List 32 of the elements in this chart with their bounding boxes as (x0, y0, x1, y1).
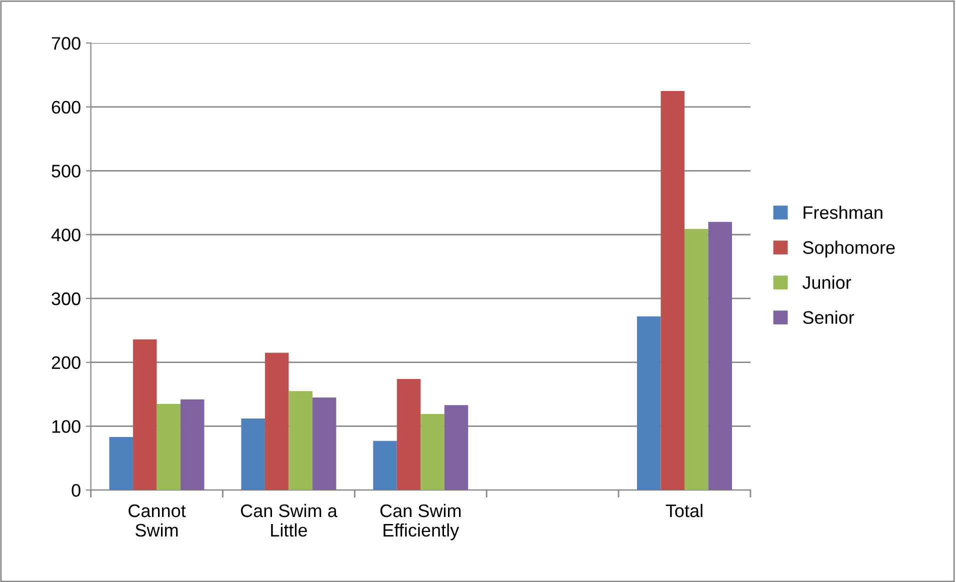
bar (241, 418, 265, 490)
y-tick-label: 200 (52, 356, 80, 370)
bar (156, 404, 181, 490)
bar (684, 228, 708, 490)
legend-label: Senior (803, 310, 854, 324)
bar (288, 391, 312, 490)
bar (312, 397, 336, 490)
y-tick-label: 0 (72, 484, 80, 497)
legend-label: Freshman (804, 206, 882, 219)
bar (637, 316, 661, 490)
y-tick-label: 600 (52, 100, 80, 114)
bar (660, 90, 684, 490)
bar (133, 339, 157, 490)
x-tick-label: Can Swim Efficiently (380, 504, 461, 540)
legend-label: Sophomore (803, 240, 895, 258)
bar (180, 399, 204, 490)
legend-label: Junior (802, 276, 852, 289)
bar (396, 378, 421, 490)
y-tick-label: 500 (52, 164, 80, 178)
y-tick-label: 100 (52, 420, 80, 433)
bar (109, 437, 134, 490)
bar (444, 405, 468, 490)
x-tick-label: Can Swim a Little (240, 504, 338, 537)
bar (373, 440, 397, 490)
bar (708, 222, 732, 490)
bar (420, 414, 444, 490)
bar (264, 352, 289, 490)
y-tick-label: 400 (51, 228, 80, 242)
y-tick-label: 300 (52, 292, 80, 306)
y-tick-label: 700 (52, 37, 80, 50)
x-tick-label: Total (666, 504, 702, 518)
x-tick-label: Cannot Swim (128, 504, 186, 537)
